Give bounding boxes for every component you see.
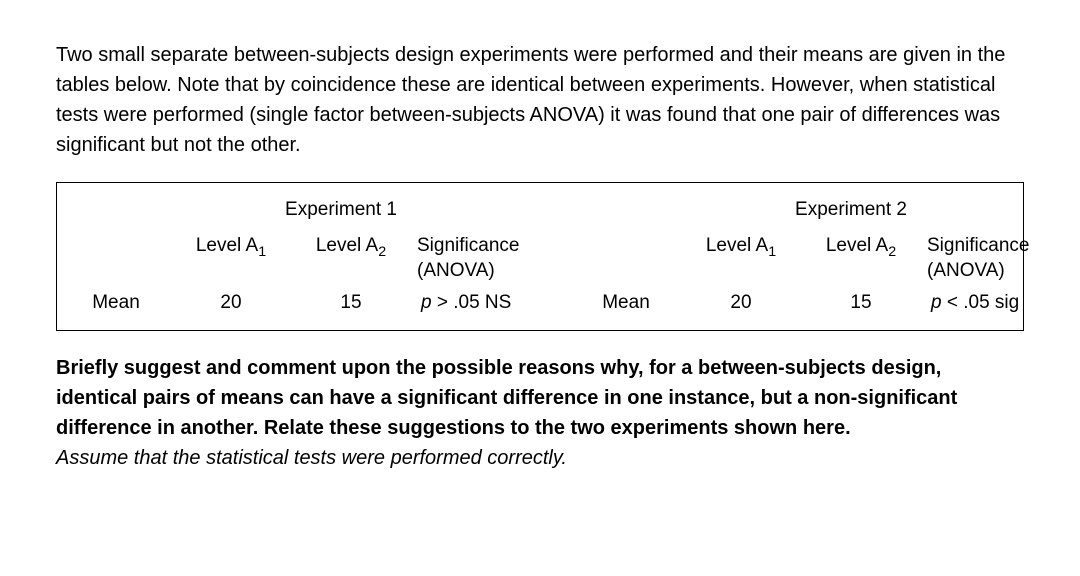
exp1-col-a2-header: Level A2 [291, 233, 411, 284]
experiment-2-title: Experiment 2 [571, 197, 1080, 223]
exp2-a1-value: 20 [681, 290, 801, 316]
exp2-sig-line2: (ANOVA) [927, 260, 1005, 281]
exp1-sig-rest: > .05 NS [432, 292, 512, 313]
exp1-col-a1-header: Level A1 [171, 233, 291, 284]
exp2-col-a2-header: Level A2 [801, 233, 921, 284]
exp2-sig-p: p [931, 292, 942, 313]
exp1-a2-value: 15 [291, 290, 411, 316]
exp1-sig-line1: Significance [417, 235, 519, 256]
exp2-a2-label: Level A [826, 235, 888, 256]
exp2-a1-label: Level A [706, 235, 768, 256]
assumption-note: Assume that the statistical tests were p… [56, 443, 1024, 473]
exp1-a2-sub: 2 [378, 243, 386, 259]
experiment-2: Experiment 2 Level A1 Level A2 Significa… [571, 197, 1080, 316]
exp1-a1-value: 20 [171, 290, 291, 316]
exp2-row-label: Mean [571, 290, 681, 316]
exp1-sig-header: Significance (ANOVA) [411, 233, 571, 284]
exp2-col-a1-header: Level A1 [681, 233, 801, 284]
exp1-sig-value: p > .05 NS [411, 290, 571, 316]
exp1-a1-label: Level A [196, 235, 258, 256]
exp1-a2-label: Level A [316, 235, 378, 256]
experiments-table: Experiment 1 Level A1 Level A2 Significa… [56, 182, 1024, 331]
exp1-row-label: Mean [61, 290, 171, 316]
exp1-sig-p: p [421, 292, 432, 313]
experiment-1: Experiment 1 Level A1 Level A2 Significa… [61, 197, 571, 316]
exp2-a2-value: 15 [801, 290, 921, 316]
exp2-sig-rest: < .05 sig [942, 292, 1020, 313]
exp1-sig-line2: (ANOVA) [417, 260, 495, 281]
intro-paragraph: Two small separate between-subjects desi… [56, 40, 1024, 160]
exp2-a1-sub: 1 [768, 243, 776, 259]
experiment-1-title: Experiment 1 [61, 197, 571, 223]
question-paragraph: Briefly suggest and comment upon the pos… [56, 353, 1024, 443]
exp2-sig-header: Significance (ANOVA) [921, 233, 1080, 284]
page-root: Two small separate between-subjects desi… [0, 0, 1080, 503]
exp1-a1-sub: 1 [258, 243, 266, 259]
exp2-sig-value: p < .05 sig [921, 290, 1080, 316]
exp2-a2-sub: 2 [888, 243, 896, 259]
exp2-sig-line1: Significance [927, 235, 1029, 256]
